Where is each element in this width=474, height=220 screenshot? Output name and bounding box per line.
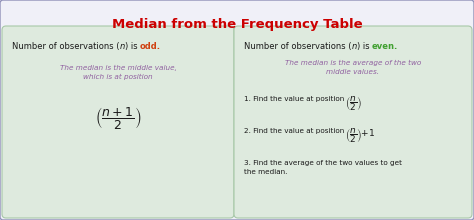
Text: Number of observations (: Number of observations (: [12, 42, 119, 51]
Text: Median from the Frequency Table: Median from the Frequency Table: [112, 18, 362, 31]
Text: 2. Find the value at position: 2. Find the value at position: [244, 128, 344, 134]
Text: $\left(\dfrac{n}{2}\right)\!+\!1$: $\left(\dfrac{n}{2}\right)\!+\!1$: [345, 126, 376, 145]
Text: n: n: [352, 42, 357, 51]
Text: The median is the middle value,
which is at position: The median is the middle value, which is…: [60, 65, 176, 80]
FancyBboxPatch shape: [234, 26, 472, 218]
FancyBboxPatch shape: [2, 26, 234, 218]
Text: ) is: ) is: [125, 42, 140, 51]
Text: ) is: ) is: [357, 42, 372, 51]
Text: $\left(\dfrac{n}{2}\right)$: $\left(\dfrac{n}{2}\right)$: [345, 94, 362, 113]
Text: 1. Find the value at position: 1. Find the value at position: [244, 96, 344, 102]
Text: odd.: odd.: [140, 42, 161, 51]
Text: Number of observations (: Number of observations (: [244, 42, 352, 51]
Text: even.: even.: [372, 42, 398, 51]
Text: $\left(\dfrac{n+1}{2}\right)$: $\left(\dfrac{n+1}{2}\right)$: [95, 105, 141, 131]
Text: 3. Find the average of the two values to get
the median.: 3. Find the average of the two values to…: [244, 160, 402, 174]
Text: The median is the average of the two
middle values.: The median is the average of the two mid…: [285, 60, 421, 75]
Text: n: n: [119, 42, 125, 51]
